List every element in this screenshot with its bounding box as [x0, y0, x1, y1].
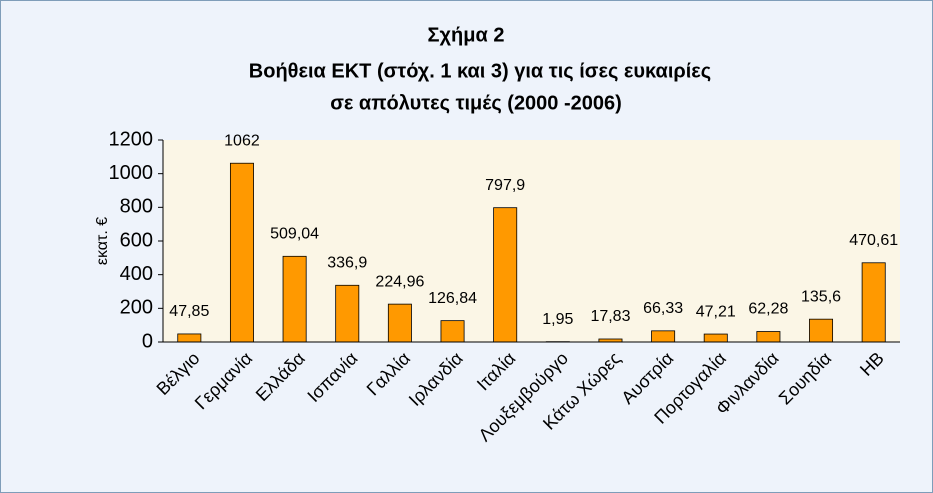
value-label: 62,28 [748, 301, 788, 318]
value-label: 135,6 [801, 288, 841, 305]
y-tick-label: 1000 [109, 162, 154, 184]
value-label: 66,33 [643, 300, 683, 317]
bar [493, 207, 518, 343]
value-label: 797,9 [485, 177, 525, 194]
value-label: 1062 [224, 132, 260, 149]
value-label: 47,85 [169, 303, 209, 320]
value-label: 336,9 [327, 255, 367, 272]
y-tick-label: 800 [120, 196, 153, 218]
chart-title: Βοήθεια ΕΚΤ (στόχ. 1 και 3) για τις ίσες… [249, 60, 711, 82]
value-label: 470,61 [849, 232, 898, 249]
value-label: 126,84 [428, 290, 477, 307]
value-label: 224,96 [375, 273, 424, 290]
bar [703, 333, 728, 343]
bar [651, 330, 676, 343]
y-tick-label: 200 [120, 297, 153, 319]
value-label: 17,83 [590, 308, 630, 325]
y-tick-label: 0 [142, 330, 153, 352]
bar [387, 303, 412, 343]
bar [229, 162, 254, 343]
chart-title: Σχήμα 2 [428, 24, 505, 46]
y-axis-label: εκατ. € [94, 217, 111, 265]
y-tick-label: 600 [120, 229, 153, 251]
y-tick-label: 1200 [109, 128, 154, 150]
bar [440, 320, 465, 343]
y-tick-label: 400 [120, 263, 153, 285]
value-label: 1,95 [542, 311, 573, 328]
bar [177, 333, 202, 343]
value-label: 509,04 [270, 226, 319, 243]
value-label: 47,21 [696, 303, 736, 320]
chart-title: σε απόλυτες τιμές (2000 -2006) [330, 92, 622, 114]
bar [282, 255, 307, 343]
bar [861, 262, 886, 343]
bar [756, 331, 781, 343]
bar [809, 318, 834, 343]
bar [335, 284, 360, 343]
